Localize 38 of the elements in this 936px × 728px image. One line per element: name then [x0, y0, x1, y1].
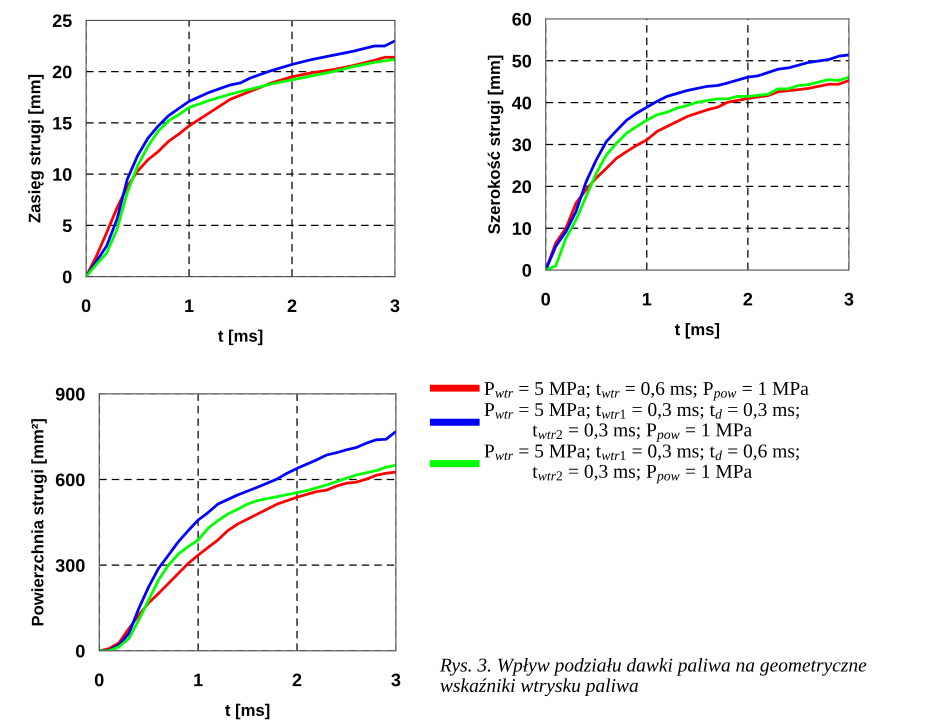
x-tick-label: 2	[288, 299, 296, 312]
y-tick-label: 60	[512, 12, 532, 26]
text: Rys. 3. Wpływ podziału dawki paliwa na geometryczne wskaźniki wtrysku paliwa	[440, 658, 866, 696]
y-tick-label: 15	[53, 117, 72, 130]
x-tick-label: 2	[292, 674, 302, 686]
text: P$_{wtr}$ = 5 MPa; t$_{wtr1}$ = 0,3 ms; t$_{d}$ = 0,3 ms; t$_{wtr2}$ = 0,3 ms; P$_{pow}$ = 1 MPa	[484, 403, 799, 442]
x-axis-title: t [ms]	[674, 323, 720, 339]
y-tick-label: 20	[512, 180, 532, 194]
x-axis-title: t [ms]	[218, 330, 262, 346]
y-tick-label: 25	[52, 14, 72, 28]
x-axis-title: t [ms]	[225, 704, 270, 720]
y-tick-label: 40	[512, 96, 532, 110]
x-tick-label: 3	[391, 674, 400, 686]
y-tick-label: 10	[53, 168, 72, 181]
y-tick-label: 10	[512, 222, 532, 235]
x-tick-label: 3	[390, 299, 400, 312]
y-axis-title: Powierzchnia strugi [mm²]	[31, 419, 47, 626]
y-tick-label: 0	[76, 644, 85, 658]
y-tick-label: 5	[62, 220, 72, 232]
y-tick-label: 50	[512, 54, 532, 68]
y-axis-title: Szerokość strugi [mm]	[488, 56, 504, 234]
y-tick-label: 0	[522, 264, 532, 277]
x-tick-label: 1	[185, 300, 194, 312]
x-tick-label: 2	[743, 292, 752, 306]
y-tick-label: 900	[56, 388, 85, 401]
y-tick-label: 30	[512, 138, 532, 152]
x-tick-label: 3	[844, 292, 854, 306]
y-tick-label: 20	[52, 66, 72, 78]
y-axis-title: Zasięg strugi [mm]	[28, 74, 44, 223]
text: P$_{wtr}$ = 5 MPa; t$_{wtr1}$ = 0,3 ms; t$_{d}$ = 0,6 ms; t$_{wtr2}$ = 0,3 ms; P$_{pow}$ = 1 MPa	[484, 444, 799, 484]
x-tick-label: 1	[642, 292, 652, 306]
legend-label: P$_{wtr}$ = 5 MPa; t$_{wtr}$ = 0,6 ms; P$_{pow}$ = 1 MPa	[484, 382, 809, 400]
x-tick-label: 0	[541, 292, 550, 306]
x-tick-label: 1	[194, 674, 203, 686]
x-tick-label: 0	[94, 674, 104, 686]
y-tick-label: 600	[56, 473, 85, 486]
y-tick-label: 300	[56, 559, 85, 572]
y-tick-label: 0	[62, 270, 72, 284]
